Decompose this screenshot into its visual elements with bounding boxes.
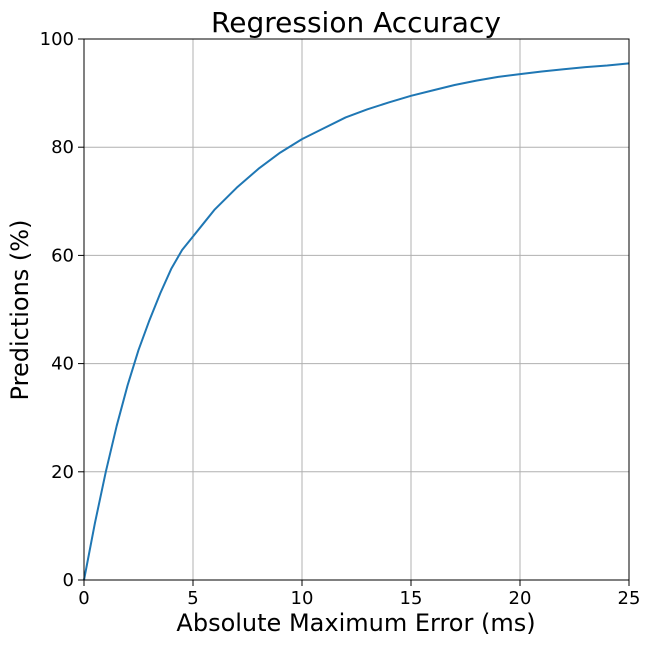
x-tick-label: 5 [187,588,198,609]
chart-title: Regression Accuracy [211,6,501,39]
y-tick-label: 100 [40,29,74,50]
y-tick-label: 40 [51,354,74,375]
x-tick-label: 15 [400,588,423,609]
x-tick-label: 10 [291,588,314,609]
y-tick-label: 0 [63,570,74,591]
series-layer [83,62,630,581]
x-tick-label: 20 [509,588,532,609]
grid-lines [83,38,630,581]
series-line [83,62,630,581]
x-tick-label: 25 [618,588,641,609]
y-tick-label: 20 [51,462,74,483]
x-tick-label: 0 [78,588,89,609]
y-axis-label: Predictions (%) [6,220,34,401]
x-axis-label: Absolute Maximum Error (ms) [176,609,535,637]
y-tick-label: 80 [51,137,74,158]
plot-frame [83,38,630,581]
tick-marks [78,38,630,586]
y-tick-label: 60 [51,245,74,266]
